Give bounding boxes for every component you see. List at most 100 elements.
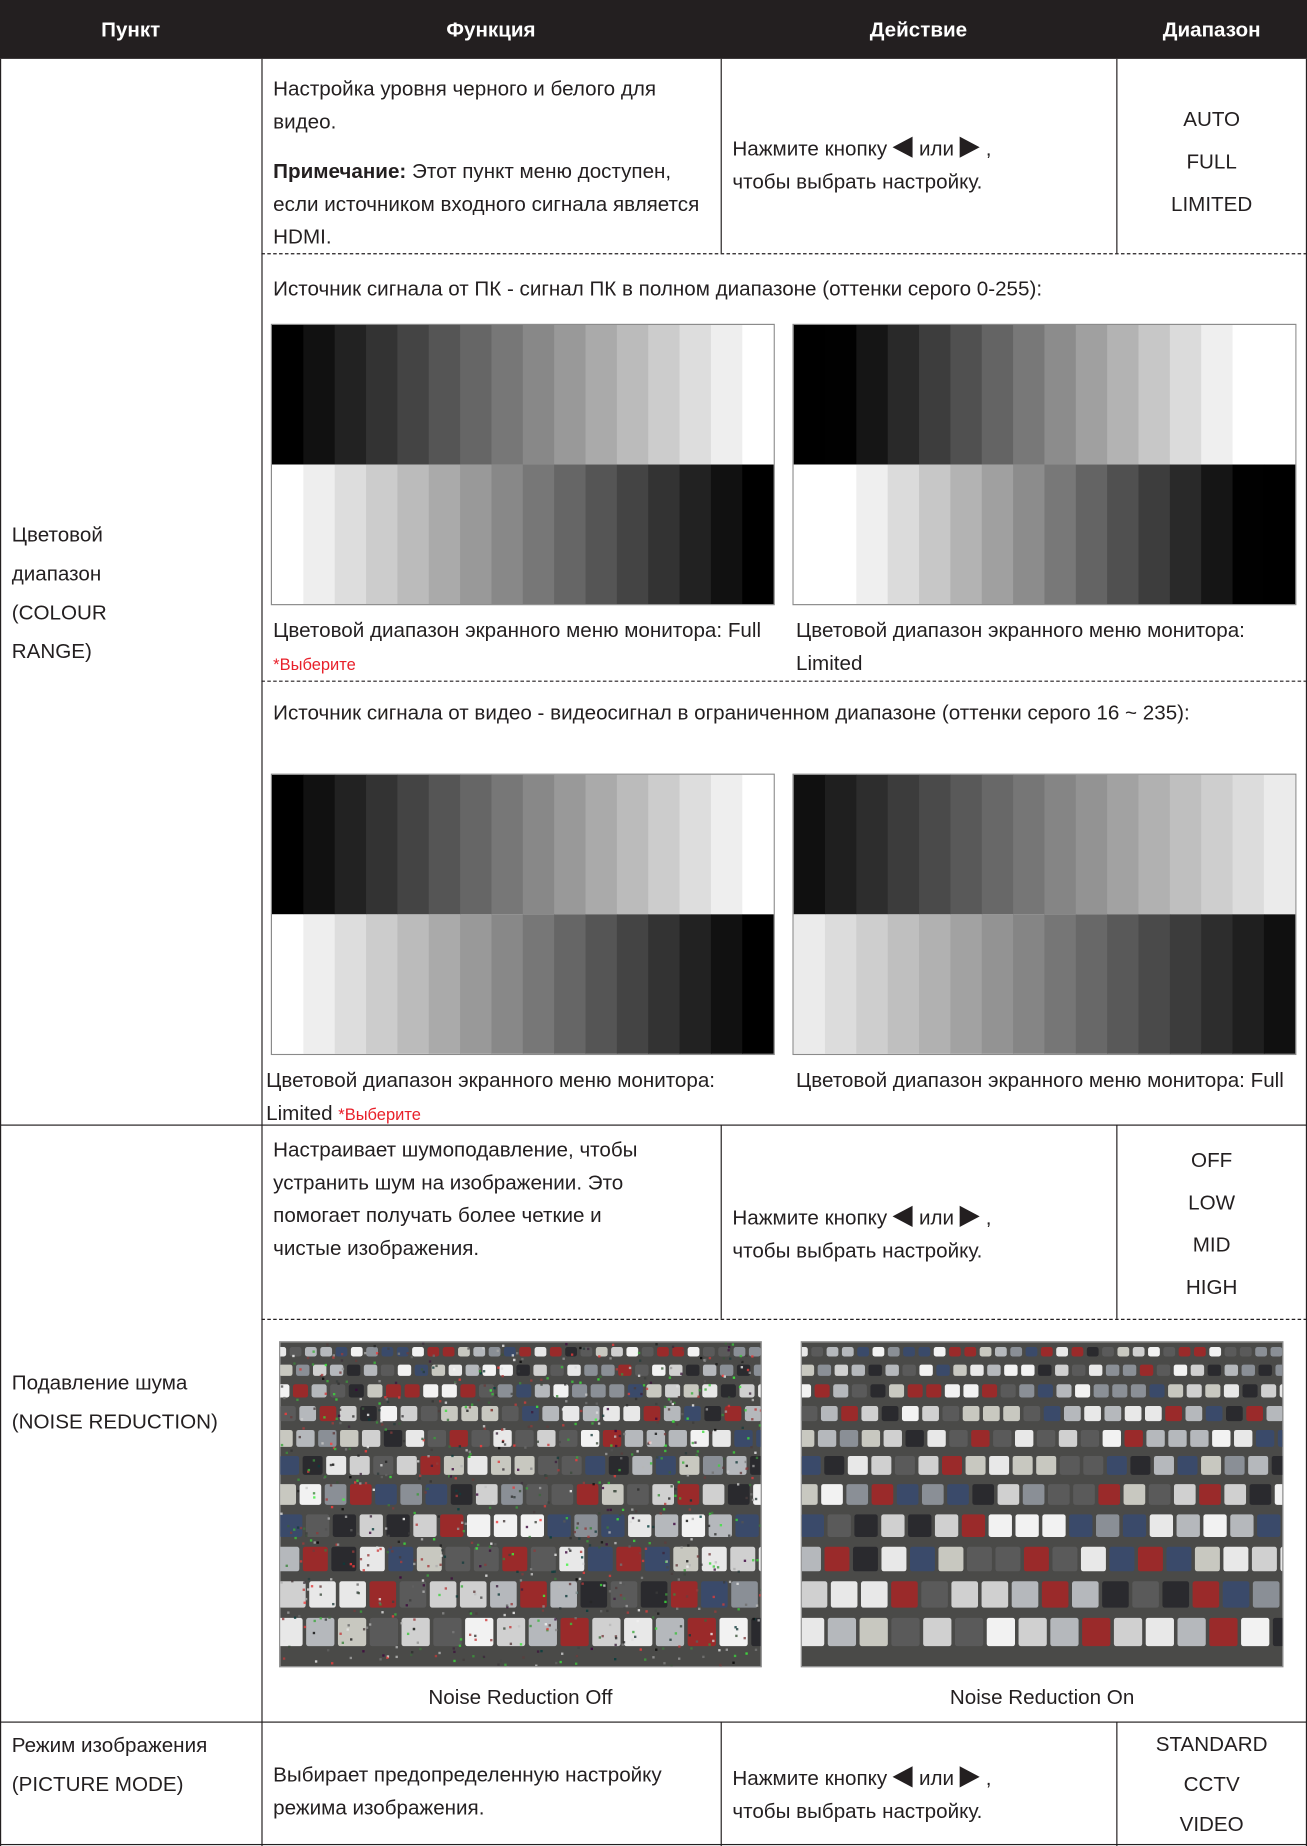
noise-dot (503, 1428, 506, 1431)
noise-dot (419, 1647, 422, 1651)
car (1248, 1455, 1269, 1475)
noise-dot (725, 1648, 729, 1651)
noise-dot (346, 1628, 349, 1631)
gray-step (856, 324, 889, 465)
noise-dot (711, 1471, 715, 1474)
car (534, 1347, 547, 1357)
noise-dot (299, 1368, 302, 1371)
noise-dot (691, 1441, 694, 1445)
noise-dot (580, 1556, 584, 1559)
noise-dot (639, 1648, 642, 1651)
noise-dot (688, 1564, 691, 1567)
noise-dot (615, 1586, 618, 1590)
noise-dot (290, 1416, 293, 1419)
noise-dot (736, 1483, 740, 1486)
noise-dot (449, 1475, 452, 1478)
noise-dot (344, 1448, 348, 1451)
car (907, 1384, 923, 1398)
noise-dot (735, 1461, 738, 1464)
car (369, 1581, 397, 1608)
car (1241, 1617, 1270, 1647)
noise-dot (452, 1647, 455, 1650)
noise-dot (359, 1610, 363, 1613)
noise-dot (420, 1368, 424, 1371)
noise-dot (678, 1657, 681, 1660)
noise-dot (754, 1648, 758, 1652)
noise-dot (376, 1549, 380, 1552)
noise-dot (440, 1554, 443, 1557)
car (811, 1347, 824, 1357)
car (881, 1546, 907, 1572)
caption: Цветовой диапазон экранного меню монитор… (795, 1067, 1284, 1092)
car (576, 1484, 599, 1505)
car (280, 1347, 287, 1357)
noise-dot (575, 1654, 579, 1658)
car (834, 1364, 849, 1376)
car (871, 1455, 892, 1475)
car (1223, 1384, 1239, 1398)
car (644, 1546, 670, 1572)
car (643, 1406, 661, 1422)
noise-dot (285, 1451, 288, 1455)
noise-dot (509, 1642, 513, 1645)
car (1146, 1429, 1165, 1447)
noise-dot (501, 1440, 505, 1444)
car (311, 1384, 327, 1398)
noise-dot (520, 1481, 524, 1485)
noise-dot (535, 1664, 538, 1667)
gray-step (981, 324, 1014, 465)
car (1132, 1347, 1145, 1357)
noise-dot (655, 1591, 658, 1594)
noise-dot (562, 1357, 565, 1360)
car (1055, 1364, 1069, 1376)
car (736, 1364, 751, 1376)
noise-dot (727, 1534, 731, 1537)
car (349, 1484, 372, 1505)
noise-dot (368, 1623, 372, 1626)
car (1056, 1384, 1072, 1398)
gray-step (303, 914, 336, 1054)
car (702, 1364, 717, 1376)
caption-text: Цветовой диапазон экранного меню монитор… (266, 1067, 716, 1125)
car (1088, 1364, 1103, 1376)
noise-dot (637, 1519, 641, 1522)
gray-step (919, 464, 951, 605)
car (1270, 1347, 1283, 1357)
noise-dot (521, 1573, 524, 1576)
car (381, 1347, 394, 1357)
noise-dot (331, 1662, 334, 1665)
noise-dot (638, 1359, 642, 1362)
car (339, 1581, 366, 1608)
noise-dot (391, 1600, 395, 1604)
car (1242, 1384, 1258, 1398)
noise-dot (479, 1372, 483, 1375)
noise-dot (520, 1588, 524, 1591)
noise-dot (488, 1545, 492, 1548)
noise-dot (287, 1611, 290, 1614)
car (1153, 1455, 1174, 1475)
noise-dot (505, 1604, 509, 1607)
noise-dot (559, 1607, 562, 1610)
noise-dot (391, 1615, 395, 1618)
car (1241, 1364, 1255, 1376)
car (646, 1384, 662, 1398)
noise-dot (458, 1644, 462, 1647)
noise-dot (585, 1609, 589, 1612)
car (936, 1364, 950, 1376)
noise-dot (581, 1582, 584, 1585)
noise-dot (745, 1354, 748, 1357)
noise-dot (490, 1542, 493, 1545)
grayscale-image (270, 323, 775, 606)
noise-dot (565, 1400, 568, 1403)
noise-dot (611, 1343, 615, 1347)
car (979, 1347, 992, 1357)
car (860, 1581, 888, 1608)
car (1168, 1384, 1184, 1398)
noise-dot (717, 1464, 721, 1467)
noise-dot (555, 1661, 558, 1665)
car (905, 1429, 924, 1447)
car (1277, 1429, 1283, 1447)
range-option: STANDARD (1155, 1732, 1268, 1756)
gray-step (648, 914, 681, 1054)
noise-dot (385, 1398, 388, 1401)
